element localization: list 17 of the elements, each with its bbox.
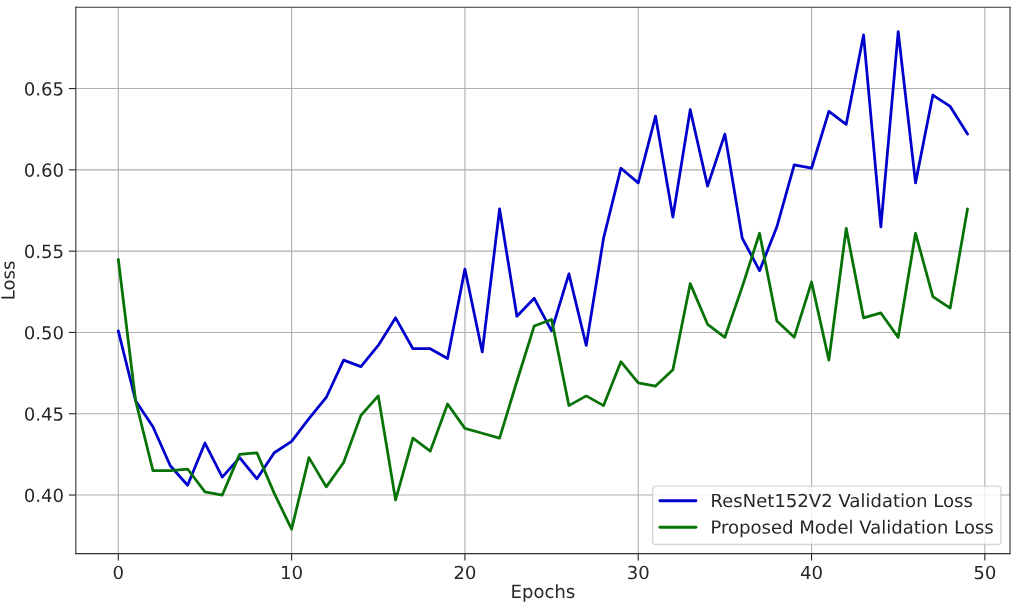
- x-tick-label: 10: [282, 565, 302, 580]
- legend-label: ResNet152V2 Validation Loss: [712, 493, 973, 508]
- legend-label: Proposed Model Validation Loss: [712, 519, 993, 538]
- x-axis-title: Epochs: [512, 584, 575, 602]
- y-tick-label: 0.45: [25, 407, 63, 421]
- x-tick-label: 20: [454, 565, 476, 580]
- y-tick-label: 0.60: [25, 163, 63, 177]
- y-axis-title: Loss: [1, 261, 15, 299]
- y-tick-label: 0.65: [25, 82, 63, 96]
- y-tick-label: 0.40: [25, 488, 63, 503]
- x-tick-label: 50: [974, 565, 996, 580]
- line-series: [116, 30, 969, 487]
- x-tick-label: 40: [800, 565, 822, 580]
- y-tick-label: 0.55: [25, 244, 63, 259]
- y-tick-label: 0.50: [25, 325, 63, 340]
- x-tick-label: 0: [113, 565, 123, 580]
- x-tick-label: 30: [628, 565, 649, 580]
